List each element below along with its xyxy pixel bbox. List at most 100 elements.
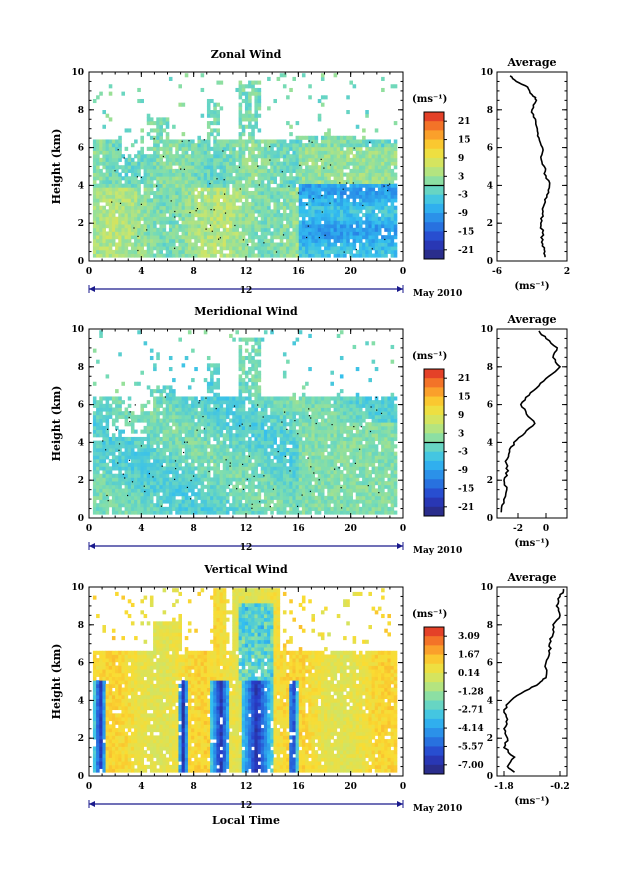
- heatmap-cell: [143, 220, 148, 225]
- heatmap-cell: [276, 146, 281, 151]
- heatmap-cell: [381, 216, 385, 221]
- heatmap-cell: [168, 396, 173, 401]
- heatmap-cell: [241, 249, 246, 254]
- heatmap-cell: [156, 198, 160, 203]
- heatmap-cell: [115, 227, 119, 232]
- heatmap-cell: [146, 117, 151, 122]
- heatmap-cell: [146, 433, 151, 438]
- heatmap-cell: [232, 190, 236, 196]
- heatmap-cell: [251, 484, 255, 489]
- heatmap-cell: [181, 363, 186, 368]
- heatmap-cell: [241, 492, 246, 497]
- y-tick-label: 2: [78, 219, 84, 229]
- heatmap-cell: [111, 183, 116, 188]
- heatmap-cell: [130, 179, 135, 185]
- heatmap-cell: [235, 444, 239, 449]
- heatmap-cell: [301, 209, 306, 214]
- heatmap-cell: [314, 139, 319, 144]
- heatmap-cell: [168, 503, 173, 508]
- heatmap-cell: [146, 157, 151, 162]
- heatmap-cell: [267, 213, 271, 218]
- heatmap-cell: [130, 205, 135, 210]
- heatmap-cell: [153, 209, 157, 214]
- heatmap-cell: [238, 91, 243, 96]
- heatmap-cell: [311, 190, 315, 196]
- heatmap-cell: [124, 470, 129, 475]
- heatmap-cell: [390, 183, 395, 188]
- heatmap-cell: [238, 367, 243, 372]
- heatmap-cell: [118, 470, 122, 475]
- profile-y-tick-label: 8: [487, 106, 493, 116]
- heatmap-cell: [99, 462, 103, 467]
- heatmap-cell: [317, 194, 322, 199]
- heatmap-cell: [295, 231, 300, 236]
- heatmap-cell: [184, 220, 189, 225]
- heatmap-cell: [235, 414, 239, 419]
- heatmap-cell: [203, 378, 208, 383]
- heatmap-cell: [159, 235, 163, 240]
- heatmap-cell: [194, 213, 198, 218]
- heatmap-cell: [324, 242, 328, 247]
- heatmap-cell: [365, 231, 369, 236]
- heatmap-cell: [191, 216, 195, 221]
- heatmap-cell: [118, 488, 122, 493]
- heatmap-cell: [244, 253, 249, 258]
- heatmap-cell: [96, 216, 100, 221]
- heatmap-cell: [371, 231, 376, 236]
- heatmap-cell: [248, 110, 252, 115]
- heatmap-cell: [390, 146, 395, 151]
- heatmap-cell: [149, 355, 154, 361]
- heatmap-cell: [118, 238, 122, 243]
- heatmap-cell: [358, 216, 363, 221]
- heatmap-cell: [365, 242, 369, 247]
- heatmap-cell: [241, 213, 246, 218]
- heatmap-cell: [156, 165, 160, 170]
- heatmap-cell: [172, 407, 176, 412]
- heatmap-cell: [390, 168, 395, 173]
- heatmap-cell: [149, 499, 154, 504]
- heatmap-cell: [159, 231, 163, 236]
- heatmap-cell: [181, 403, 186, 408]
- heatmap-cell: [200, 183, 205, 188]
- heatmap-cell: [143, 231, 148, 236]
- heatmap-cell: [178, 183, 182, 188]
- heatmap-cell: [108, 216, 113, 221]
- heatmap-cell: [127, 484, 132, 489]
- heatmap-cell: [181, 179, 186, 185]
- heatmap-cell: [314, 135, 319, 140]
- heatmap-cell: [235, 220, 239, 225]
- heatmap-cell: [381, 209, 385, 214]
- heatmap-cell: [219, 503, 224, 508]
- heatmap-cell: [286, 224, 290, 229]
- heatmap-cell: [301, 246, 306, 251]
- heatmap-cell: [377, 216, 382, 221]
- heatmap-cell: [105, 503, 110, 508]
- heatmap-cell: [355, 146, 360, 151]
- heatmap-cell: [336, 161, 341, 166]
- heatmap-cell: [377, 146, 382, 151]
- heatmap-cell: [225, 231, 230, 236]
- heatmap-cell: [324, 216, 328, 221]
- heatmap-cell: [222, 418, 227, 423]
- heatmap-cell: [92, 242, 97, 247]
- heatmap-cell: [191, 227, 195, 232]
- heatmap-cell: [314, 205, 319, 210]
- heatmap-cell: [197, 194, 201, 199]
- heatmap-cell: [330, 198, 334, 203]
- heatmap-cell: [210, 205, 214, 210]
- heatmap-cell: [257, 202, 262, 207]
- heatmap-cell: [235, 87, 239, 93]
- heatmap-cell: [381, 87, 385, 93]
- heatmap-cell: [121, 436, 125, 442]
- heatmap-cell: [260, 146, 265, 151]
- heatmap-cell: [130, 477, 135, 482]
- heatmap-cell: [263, 165, 268, 170]
- heatmap-cell: [140, 462, 144, 467]
- heatmap-cell: [149, 433, 154, 438]
- heatmap-cell: [102, 444, 106, 449]
- heatmap-cell: [346, 235, 350, 240]
- heatmap-cell: [216, 172, 220, 177]
- heatmap-cell: [301, 183, 306, 188]
- heatmap-cell: [339, 209, 344, 214]
- heatmap-cell: [244, 389, 249, 394]
